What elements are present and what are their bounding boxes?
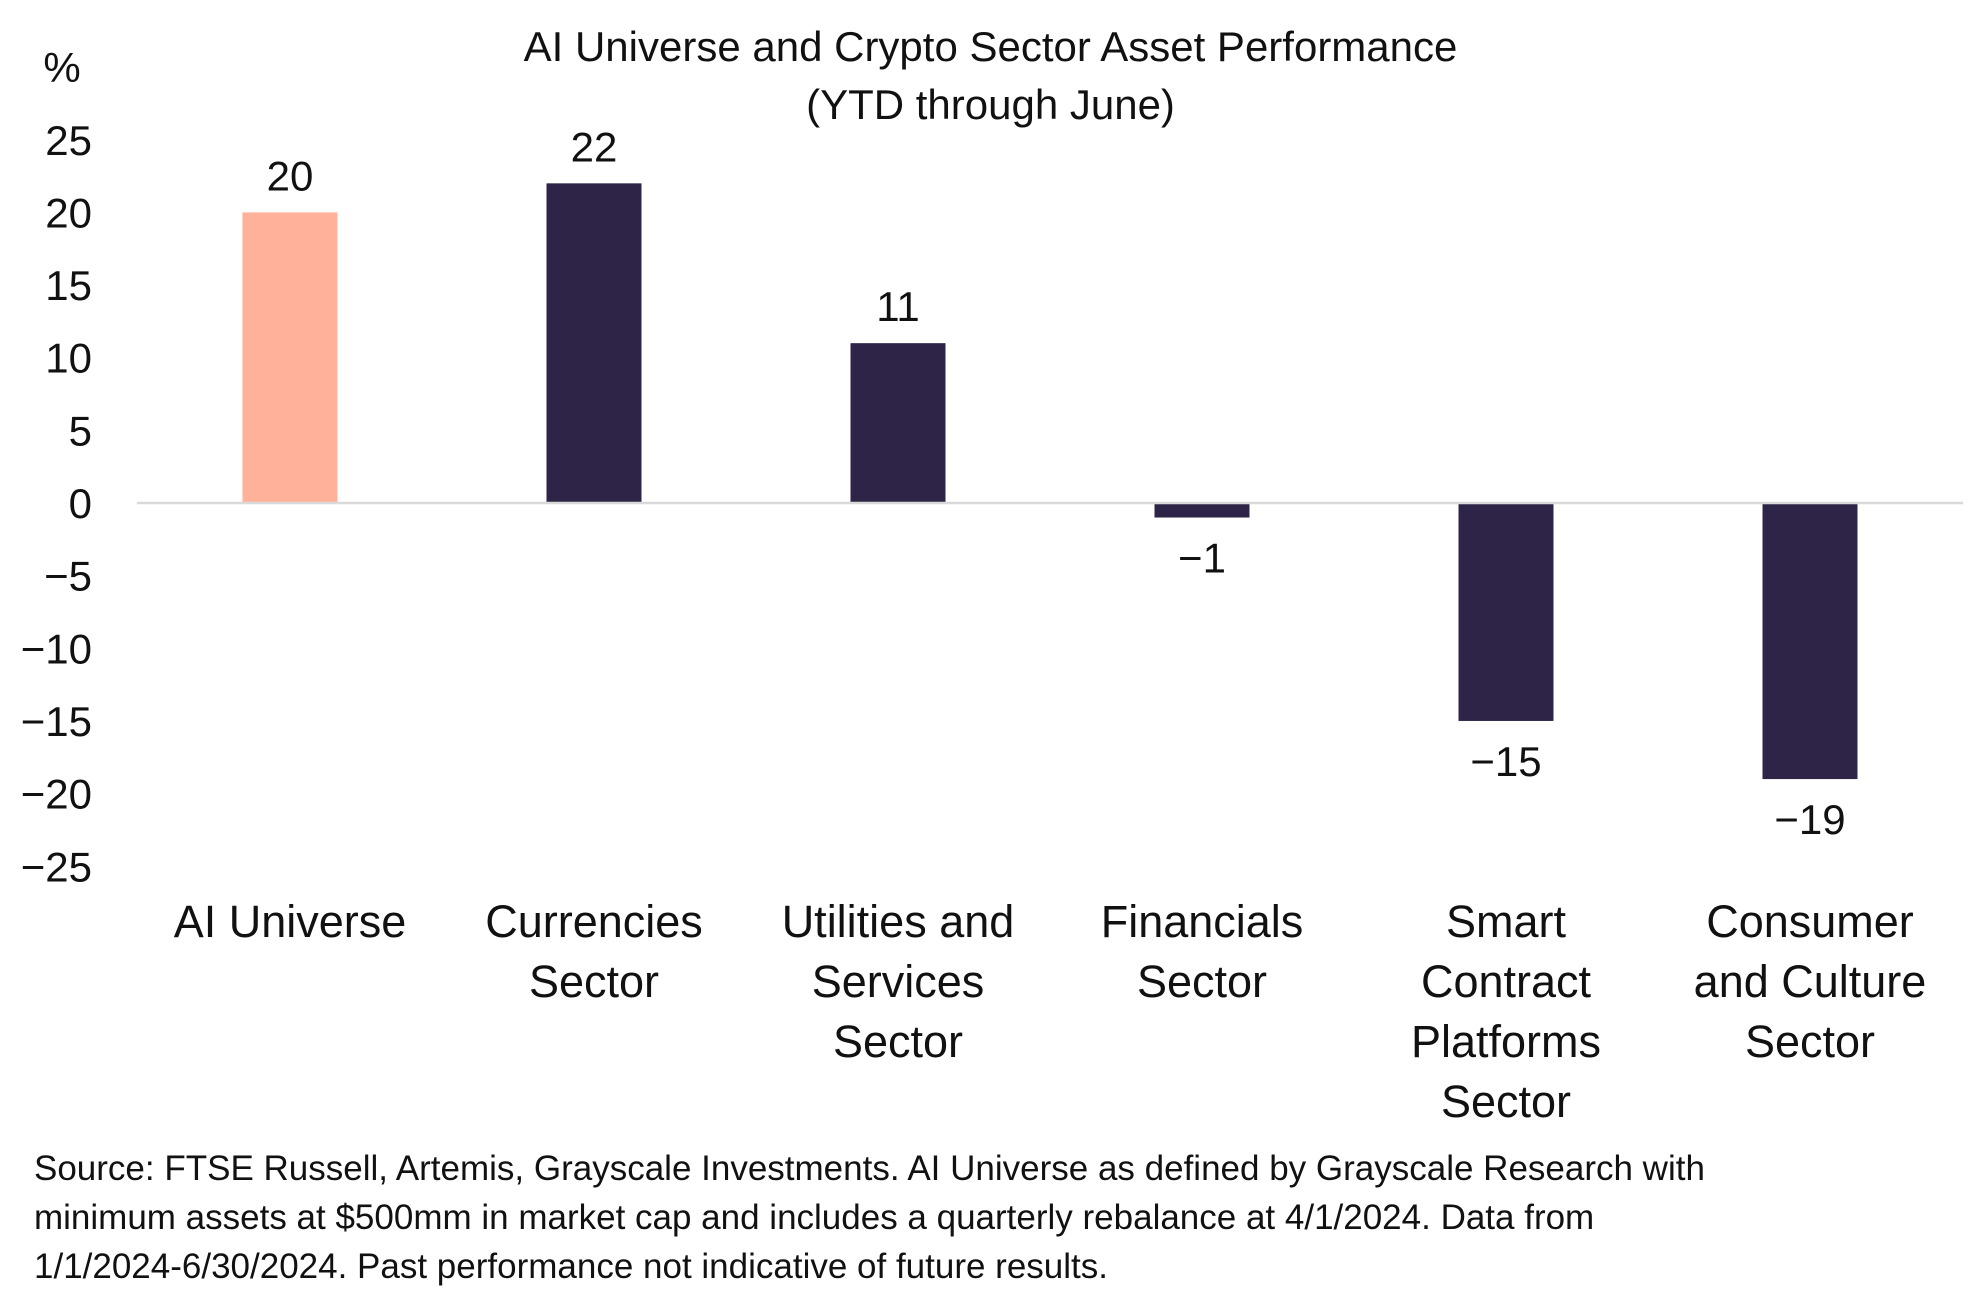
footnote-line: Source: FTSE Russell, Artemis, Grayscale… — [34, 1149, 1705, 1188]
chart-subtitle: (YTD through June) — [806, 81, 1175, 128]
x-tick-label: Services — [812, 956, 985, 1007]
bar — [1762, 503, 1858, 780]
bar — [546, 183, 642, 503]
chart-title: AI Universe and Crypto Sector Asset Perf… — [0, 18, 1981, 134]
y-tick-label: −20 — [21, 771, 92, 818]
x-tick-label: Sector — [1137, 956, 1267, 1007]
bar — [850, 343, 946, 503]
y-tick-label: −15 — [21, 698, 92, 745]
x-tick-label: Smart — [1446, 896, 1567, 947]
x-tick-label: Utilities and — [782, 896, 1015, 947]
data-label: 22 — [571, 123, 618, 170]
data-label: −19 — [1774, 796, 1845, 843]
bar — [1154, 503, 1250, 518]
x-tick-label: Sector — [833, 1016, 963, 1067]
y-tick-label: −25 — [21, 843, 92, 890]
chart-title-main: AI Universe and Crypto Sector Asset Perf… — [523, 23, 1458, 70]
y-tick-label: 0 — [69, 480, 92, 527]
x-tick-label: Currencies — [485, 896, 703, 947]
y-tick-label: 10 — [45, 335, 92, 382]
data-label: −15 — [1470, 738, 1541, 785]
y-tick-label: 5 — [69, 407, 92, 454]
x-tick-label: Platforms — [1411, 1016, 1601, 1067]
source-footnote: Source: FTSE Russell, Artemis, Grayscale… — [34, 1144, 1954, 1291]
x-tick-label: and Culture — [1694, 956, 1927, 1007]
bar — [242, 212, 338, 503]
x-tick-label: Consumer — [1706, 896, 1914, 947]
data-label: −1 — [1178, 535, 1226, 582]
y-tick-label: −10 — [21, 625, 92, 672]
data-label: 20 — [267, 152, 314, 199]
x-tick-label: Financials — [1101, 896, 1304, 947]
x-tick-label: Sector — [529, 956, 659, 1007]
data-label: 11 — [876, 283, 920, 330]
y-tick-label: 20 — [45, 189, 92, 236]
x-tick-label: Sector — [1745, 1016, 1875, 1067]
footnote-line: 1/1/2024-6/30/2024. Past performance not… — [34, 1247, 1108, 1286]
x-tick-label: AI Universe — [174, 896, 407, 947]
y-tick-label: 25 — [45, 117, 92, 164]
footnote-line: minimum assets at $500mm in market cap a… — [34, 1198, 1595, 1237]
bar — [1458, 503, 1554, 721]
x-tick-label: Contract — [1421, 956, 1592, 1007]
y-tick-label: 15 — [45, 262, 92, 309]
y-axis-label: % — [43, 44, 80, 91]
y-tick-label: −5 — [44, 553, 92, 600]
x-tick-label: Sector — [1441, 1076, 1571, 1127]
bar-chart: % 25 20 15 10 5 0 −5 −10 −15 −20 −25 20 AI Universe 22… — [21, 44, 1963, 1127]
